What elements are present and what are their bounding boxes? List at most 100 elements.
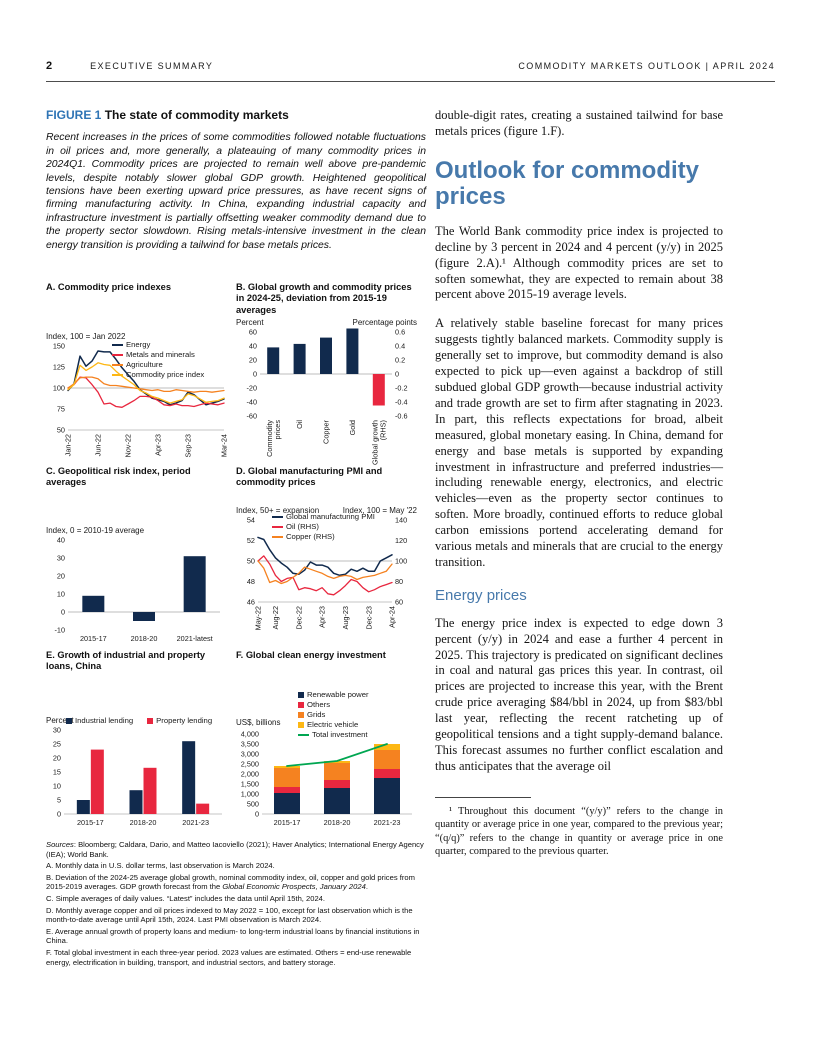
footnote-block: ¹ Throughout this document “(y/y)” refer… bbox=[435, 796, 723, 859]
chart-title: A. Commodity price indexes bbox=[46, 282, 172, 293]
svg-text:0.6: 0.6 bbox=[395, 328, 405, 337]
legend-item: Oil (RHS) bbox=[272, 522, 375, 531]
chart-canvas: 40 30 20 10 0 -10 2015-17 2018-20 2021-latest bbox=[54, 536, 220, 643]
svg-text:50: 50 bbox=[247, 557, 255, 566]
svg-text:May-22: May-22 bbox=[254, 606, 263, 630]
svg-text:150: 150 bbox=[53, 342, 65, 351]
legend-line-marker bbox=[112, 343, 123, 346]
chart-canvas: 54 52 50 48 46 140 120 100 80 60 May-22 Aug-22 Dec-2… bbox=[247, 516, 407, 631]
svg-text:2015-17: 2015-17 bbox=[274, 818, 301, 827]
chart-title: D. Global manufacturing PMI and commodit… bbox=[236, 466, 383, 488]
svg-text:Oil: Oil bbox=[295, 420, 304, 429]
page-content: FIGURE 1 The state of commodity markets … bbox=[46, 108, 775, 969]
chart-legend: Industrial lending Property lending bbox=[66, 716, 212, 726]
svg-text:4,000: 4,000 bbox=[241, 730, 259, 739]
chart-legend: Energy Metals and minerals Agriculture Comm… bbox=[112, 340, 204, 380]
svg-text:Sep-23: Sep-23 bbox=[184, 434, 193, 458]
svg-text:60: 60 bbox=[249, 328, 257, 337]
axis-unit-left: Index, 100 = Jan 2022 bbox=[46, 332, 126, 342]
note-line: C. Simple averages of daily values. “Lat… bbox=[46, 894, 326, 904]
legend-item: Renewable power bbox=[298, 690, 369, 699]
legend-square-marker bbox=[298, 721, 304, 728]
legend-square-marker bbox=[298, 711, 304, 718]
chart-title: B. Global growth and commodity prices in… bbox=[236, 282, 412, 315]
svg-text:0: 0 bbox=[61, 608, 65, 617]
svg-text:20: 20 bbox=[53, 754, 61, 763]
chart-panel-f-global-clean-energy-investment: F. Global clean energy investment US$, b… bbox=[236, 650, 418, 830]
legend-line-marker bbox=[112, 363, 123, 366]
legend-item: Agriculture bbox=[112, 360, 204, 369]
svg-text:46: 46 bbox=[247, 598, 255, 607]
svg-text:-0.2: -0.2 bbox=[395, 384, 408, 393]
svg-text:Mar-24: Mar-24 bbox=[220, 434, 229, 457]
chart-title: E. Growth of industrial and property loa… bbox=[46, 650, 206, 672]
svg-text:Dec-22: Dec-22 bbox=[294, 606, 303, 630]
legend-line-marker bbox=[272, 515, 283, 518]
axis-unit-left: Index, 50+ = expansion bbox=[236, 506, 320, 516]
svg-text:Global growth(RHS): Global growth(RHS) bbox=[370, 420, 387, 465]
chart-canvas: 60 40 20 0 -20 -40 -60 0.6 0.4 0.2 0 -0.2 -0.4 -0.6 Co… bbox=[246, 328, 408, 465]
axis-unit-left: US$, billions bbox=[236, 718, 281, 728]
article-column: double-digit rates, creating a sustained… bbox=[435, 108, 723, 969]
header-left: 2 EXECUTIVE SUMMARY bbox=[46, 56, 213, 74]
svg-text:Dec-23: Dec-23 bbox=[364, 606, 373, 630]
svg-text:2021-latest: 2021-latest bbox=[177, 634, 213, 643]
legend-item: Grids bbox=[298, 710, 369, 719]
svg-text:2018-20: 2018-20 bbox=[130, 818, 157, 827]
report-title: COMMODITY MARKETS OUTLOOK | APRIL 2024 bbox=[518, 61, 775, 71]
legend-item: Global manufacturing PMI bbox=[272, 512, 375, 521]
svg-text:-60: -60 bbox=[246, 412, 257, 421]
svg-text:Aug-22: Aug-22 bbox=[271, 606, 280, 630]
svg-text:75: 75 bbox=[57, 405, 65, 414]
legend-line-marker bbox=[272, 525, 283, 528]
page-header: 2 EXECUTIVE SUMMARY COMMODITY MARKETS OUT… bbox=[46, 56, 775, 82]
svg-text:80: 80 bbox=[395, 577, 403, 586]
note-line: D. Monthly average copper and oil prices… bbox=[46, 905, 413, 925]
svg-text:0: 0 bbox=[255, 810, 259, 819]
svg-text:100: 100 bbox=[395, 557, 407, 566]
svg-text:Commodityprices: Commodityprices bbox=[265, 420, 282, 457]
svg-text:5: 5 bbox=[57, 796, 61, 805]
page-number: 2 bbox=[46, 60, 53, 72]
legend-line-marker bbox=[112, 353, 123, 356]
svg-text:25: 25 bbox=[53, 740, 61, 749]
axis-unit-right: Percentage points bbox=[352, 318, 418, 328]
chart-panel-c-geopolitical-risk-index: C. Geopolitical risk index, period avera… bbox=[46, 466, 228, 646]
svg-text:20: 20 bbox=[249, 356, 257, 365]
axis-unit-left: Percent bbox=[236, 318, 264, 328]
svg-text:1,500: 1,500 bbox=[241, 780, 259, 789]
figure-notes: Sources: Bloomberg; Caldara, Dario, and … bbox=[46, 840, 426, 967]
chart-panel-d-global-manufacturing-pmi: D. Global manufacturing PMI and commodit… bbox=[236, 466, 418, 646]
svg-text:2015-17: 2015-17 bbox=[77, 818, 104, 827]
svg-text:0: 0 bbox=[57, 810, 61, 819]
svg-text:2021-23: 2021-23 bbox=[182, 818, 209, 827]
chart-title: C. Geopolitical risk index, period avera… bbox=[46, 466, 191, 488]
figure-label: FIGURE 1 bbox=[46, 108, 102, 122]
footnote-text: ¹ Throughout this document “(y/y)” refer… bbox=[435, 805, 723, 858]
svg-text:10: 10 bbox=[57, 590, 65, 599]
svg-text:0.4: 0.4 bbox=[395, 342, 405, 351]
svg-text:2015-17: 2015-17 bbox=[80, 634, 107, 643]
axis-unit-left: Index, 0 = 2010-19 average bbox=[46, 526, 145, 536]
note-line: F. Total global investment in each three… bbox=[46, 947, 412, 967]
subsection-heading-energy-prices: Energy prices bbox=[435, 586, 527, 604]
svg-text:3,500: 3,500 bbox=[241, 740, 259, 749]
svg-text:2,000: 2,000 bbox=[241, 770, 259, 779]
svg-text:10: 10 bbox=[53, 782, 61, 791]
svg-text:-0.4: -0.4 bbox=[395, 398, 408, 407]
chart-legend: Global manufacturing PMI Oil (RHS) Copper … bbox=[272, 512, 375, 542]
chart-panel-a-commodity-price-indexes: A. Commodity price indexes Index, 100 = … bbox=[46, 282, 229, 462]
legend-line-marker bbox=[298, 733, 309, 736]
legend-item: Commodity price index bbox=[112, 370, 204, 379]
section-title: EXECUTIVE SUMMARY bbox=[90, 61, 214, 71]
legend-square-marker bbox=[298, 691, 304, 698]
svg-text:-20: -20 bbox=[246, 384, 257, 393]
svg-text:120: 120 bbox=[395, 536, 407, 545]
legend-square-marker bbox=[298, 701, 304, 708]
body-paragraph: The energy price index is expected to ed… bbox=[435, 615, 723, 773]
svg-text:Gold: Gold bbox=[348, 420, 357, 435]
chart-panel-b-global-growth-and-commodity-prices: B. Global growth and commodity prices in… bbox=[236, 282, 418, 465]
